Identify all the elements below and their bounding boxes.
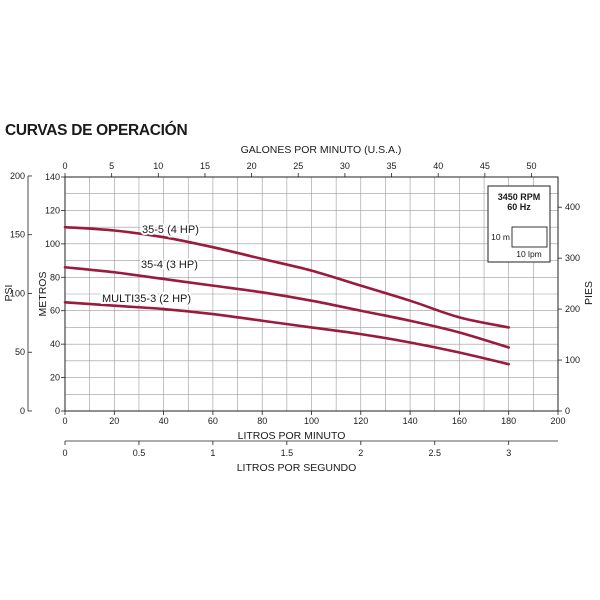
curve-label-3: MULTI35-3 (2 HP): [102, 293, 191, 305]
top-tick-label: 0: [62, 161, 67, 171]
x-tick-label: 120: [353, 416, 368, 426]
curve-label-1: 35-5 (4 HP): [142, 224, 199, 236]
top-tick-label: 35: [387, 161, 397, 171]
pies-tick-label: 200: [565, 304, 580, 314]
pies-tick-label: 400: [565, 202, 580, 212]
y-tick-label: 80: [50, 272, 60, 282]
pump-curves: 35-5 (4 HP) 35-4 (3 HP) MULTI35-3 (2 HP): [63, 222, 510, 366]
lps-tick-label: 2: [358, 448, 363, 458]
pies-tick-label: 300: [565, 253, 580, 263]
top-axis-label: GALONES POR MINUTO (U.S.A.): [241, 144, 402, 156]
top-tick-label: 50: [526, 161, 536, 171]
y-tick-label: 40: [50, 339, 60, 349]
scale-y-label: 10 m: [491, 232, 510, 242]
scale-x-label: 10 lpm: [516, 249, 542, 259]
psi-tick-label: 150: [10, 230, 25, 240]
top-tick-label: 45: [480, 161, 490, 171]
top-tick-label: 5: [109, 161, 114, 171]
pies-tick-label: 100: [565, 355, 580, 365]
curve-1: [63, 225, 510, 329]
top-tick-label: 25: [293, 161, 303, 171]
y-tick-label: 60: [50, 306, 60, 316]
axis-labels: LITROS POR MINUTO METROS GALONES POR MINUT…: [3, 144, 595, 474]
y-tick-label: 20: [50, 373, 60, 383]
x-tick-label: 40: [159, 416, 169, 426]
page-title: CURVAS DE OPERACIÓN: [5, 122, 188, 139]
top-tick-label: 30: [340, 161, 350, 171]
x-tick-label: 200: [550, 416, 565, 426]
psi-tick-label: 50: [15, 347, 25, 357]
chart-axes: 0 20 40 60 80 100 120 140 160 180 2000204060801001…: [10, 161, 580, 458]
hz-label: 60 Hz: [507, 202, 531, 212]
top-tick-label: 15: [200, 161, 210, 171]
psi-axis-label: PSI: [3, 285, 15, 302]
x-axis-label: LITROS POR MINUTO: [238, 430, 346, 442]
x-tick-label: 140: [403, 416, 418, 426]
x-tick-label: 60: [208, 416, 218, 426]
y-tick-label: 120: [45, 205, 60, 215]
x-tick-label: 80: [257, 416, 267, 426]
lps-tick-label: 0.5: [133, 448, 146, 458]
y-tick-label: 140: [45, 172, 60, 182]
lps-tick-label: 1: [210, 448, 215, 458]
lps-tick-label: 0: [62, 448, 67, 458]
x-tick-label: 0: [62, 416, 67, 426]
y-tick-label: 0: [55, 406, 60, 416]
rpm-label: 3450 RPM: [498, 192, 541, 202]
scale-rect: [511, 226, 548, 248]
top-tick-label: 40: [433, 161, 443, 171]
lps-axis-label: LITROS POR SEGUNDO: [237, 462, 357, 474]
psi-tick-label: 200: [10, 171, 25, 181]
curve-2: [63, 265, 510, 349]
top-tick-label: 20: [247, 161, 257, 171]
x-tick-label: 160: [452, 416, 467, 426]
psi-tick-label: 0: [20, 406, 25, 416]
curve-3: [63, 301, 510, 366]
y-axis-label: METROS: [37, 272, 49, 317]
spec-box-frame: [487, 185, 551, 263]
top-tick-label: 10: [153, 161, 163, 171]
lps-tick-label: 1.5: [281, 448, 294, 458]
pies-tick-label: 0: [565, 406, 570, 416]
x-tick-label: 100: [304, 416, 319, 426]
x-tick-label: 20: [109, 416, 119, 426]
psi-tick-label: 100: [10, 288, 25, 298]
curve-label-2: 35-4 (3 HP): [141, 259, 198, 271]
pies-axis-label: PIES: [583, 281, 595, 305]
x-tick-label: 180: [501, 416, 516, 426]
y-tick-label: 100: [45, 239, 60, 249]
lps-tick-label: 3: [506, 448, 511, 458]
lps-tick-label: 2.5: [428, 448, 441, 458]
